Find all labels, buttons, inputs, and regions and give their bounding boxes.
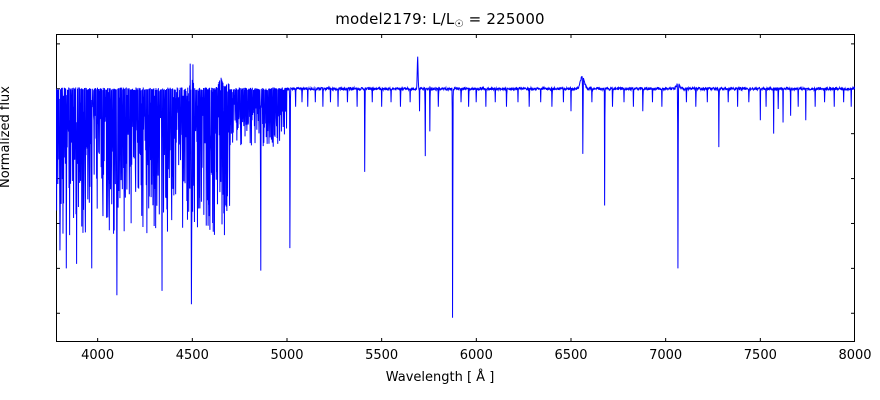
x-tick-label: 6000 (459, 348, 493, 363)
solar-symbol: ☉ (454, 18, 464, 30)
plot-axes (56, 34, 855, 342)
spectrum-trace (56, 57, 855, 318)
y-axis-label: Normalized flux (0, 86, 13, 188)
page-title: model2179: L/L☉ = 225000 (0, 10, 880, 30)
x-tick-label: 8000 (838, 348, 872, 363)
x-tick-label: 7000 (649, 348, 683, 363)
x-tick-label: 4500 (175, 348, 209, 363)
x-axis-label: Wavelength [ Å ] (385, 370, 495, 385)
x-tick-label: 5000 (270, 348, 304, 363)
x-tick-label: 4000 (81, 348, 115, 363)
x-tick-label: 5500 (365, 348, 399, 363)
title-prefix: model2179: L/L (335, 10, 455, 28)
x-tick-label: 6500 (554, 348, 588, 363)
x-tick-label: 7500 (743, 348, 777, 363)
spectrum-line-plot (56, 34, 855, 342)
title-suffix: = 225000 (463, 10, 545, 28)
